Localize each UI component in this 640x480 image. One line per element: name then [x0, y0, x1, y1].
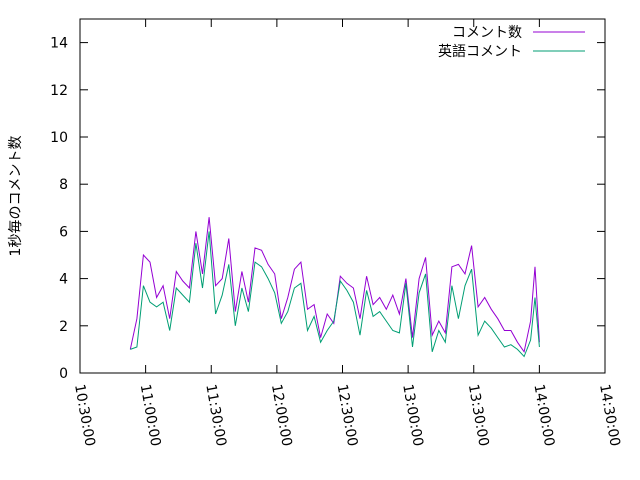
- x-tick-label: 11:30:00: [202, 383, 229, 448]
- y-axis-label: 1秒毎のコメント数: [8, 136, 24, 257]
- series-line: [130, 231, 540, 358]
- x-tick-label: 13:30:00: [465, 383, 492, 448]
- y-tick-label: 8: [59, 177, 68, 193]
- y-tick-label: 4: [59, 272, 68, 288]
- legend-label: 英語コメント: [438, 43, 522, 60]
- y-tick-label: 14: [50, 36, 68, 52]
- y-tick-label: 2: [59, 319, 68, 335]
- y-tick-label: 6: [59, 224, 68, 240]
- x-tick-label: 12:30:00: [334, 383, 361, 448]
- x-tick-label: 14:00:00: [530, 383, 557, 448]
- y-tick-label: 10: [50, 130, 68, 146]
- plot-frame: [79, 18, 606, 374]
- y-tick-label: 0: [59, 366, 68, 382]
- y-tick-label: 12: [50, 83, 68, 99]
- x-tick-label: 12:00:00: [268, 383, 295, 448]
- x-tick-label: 11:00:00: [137, 383, 164, 448]
- x-tick-label: 14:30:00: [596, 383, 623, 448]
- x-tick-label: 13:00:00: [399, 383, 426, 448]
- x-tick-label: 10:30:00: [71, 383, 98, 448]
- legend-label: コメント数: [452, 25, 522, 41]
